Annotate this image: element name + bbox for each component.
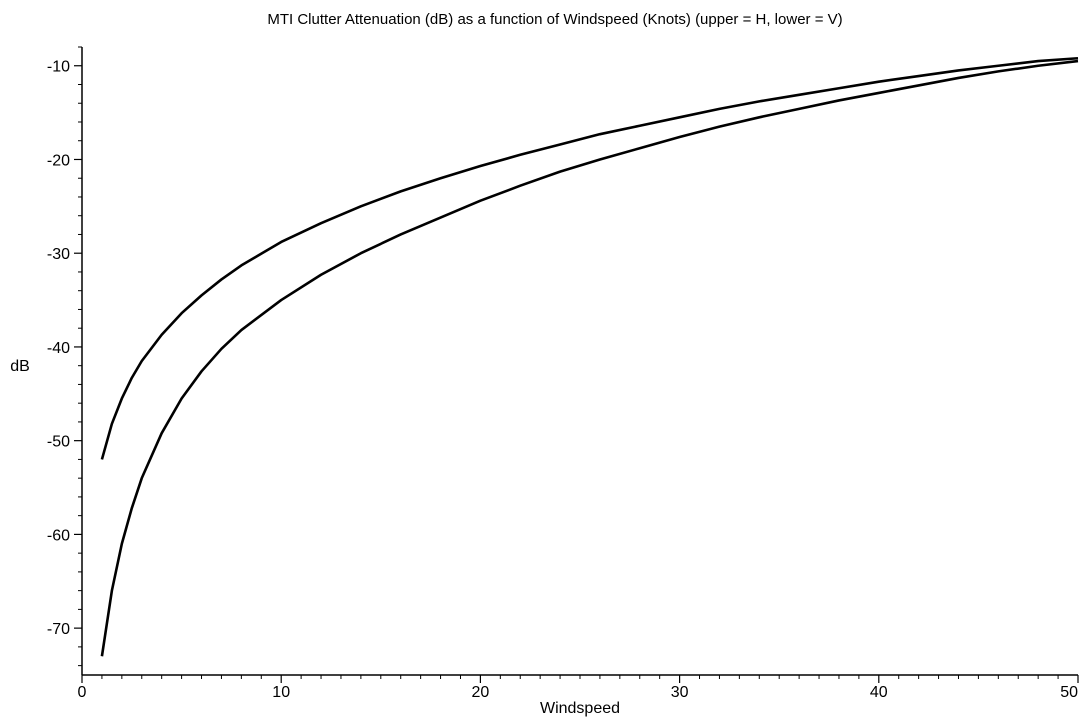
- y-tick-label: -20: [47, 152, 70, 169]
- y-tick-label: -40: [47, 340, 70, 357]
- x-tick-label: 40: [870, 684, 888, 701]
- x-axis-label: Windspeed: [540, 700, 620, 717]
- x-tick-label: 10: [272, 684, 290, 701]
- x-tick-label: 0: [78, 684, 87, 701]
- y-tick-label: -30: [47, 246, 70, 263]
- series-line-lower: [100, 59, 1079, 657]
- minor-ticks: [78, 46, 1059, 679]
- y-tick-label: -70: [47, 621, 70, 638]
- x-tick-label: 20: [472, 684, 490, 701]
- chart-title: MTI Clutter Attenuation (dB) as a functi…: [267, 11, 842, 28]
- y-tick-label: -50: [47, 434, 70, 451]
- x-tick-label: 30: [671, 684, 689, 701]
- x-tick-label: 50: [1060, 684, 1078, 701]
- x-axis-ticks: 0 10 20 30 40 50: [78, 675, 1079, 701]
- y-axis-label: dB: [10, 358, 30, 375]
- series-layer: [100, 56, 1079, 657]
- series-line-upper: [100, 56, 1079, 460]
- y-axis-ticks: -10 -20 -30 -40 -50 -60 -70: [47, 59, 82, 638]
- y-tick-label: -10: [47, 59, 70, 76]
- y-tick-label: -60: [47, 527, 70, 544]
